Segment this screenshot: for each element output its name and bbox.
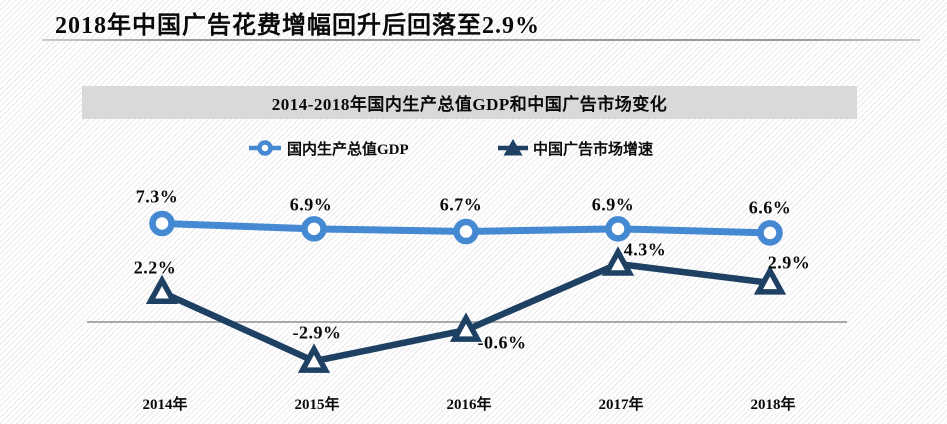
gdp-point-marker (301, 216, 327, 242)
legend-item-ad-market: 中国广告市场增速 (498, 136, 653, 160)
line-circle-icon (249, 140, 281, 156)
ad-market-point-marker (601, 246, 635, 276)
chart-title: 2014-2018年国内生产总值GDP和中国广告市场变化 (82, 86, 857, 119)
ad-market-data-label: -2.9% (292, 322, 342, 343)
x-axis-label: 2017年 (598, 397, 644, 413)
gdp-data-label: 7.3% (135, 186, 179, 207)
legend-label-ad-market: 中国广告市场增速 (533, 141, 654, 158)
ad-market-point-marker (753, 265, 787, 295)
title-divider (42, 39, 920, 41)
ad-market-point-marker (145, 274, 179, 305)
x-axis-label: 2018年 (750, 397, 796, 413)
ad-market-data-label: 4.3% (623, 239, 667, 260)
gdp-point-marker (149, 210, 175, 237)
gdp-data-label: 6.9% (591, 194, 635, 215)
gdp-data-label: 6.9% (289, 194, 333, 215)
ad-market-data-label: 2.2% (133, 257, 177, 278)
gdp-data-label: 6.7% (439, 194, 483, 215)
gdp-point-marker (757, 220, 783, 246)
legend-item-gdp: 国内生产总值GDP (248, 136, 409, 160)
ad-market-point-marker (449, 312, 483, 342)
line-triangle-icon (498, 139, 528, 156)
gdp-point-marker (605, 216, 631, 242)
ad-market-data-label: 2.9% (767, 252, 811, 273)
gdp-data-label: 6.6% (748, 197, 792, 218)
ad-market-data-label: -0.6% (477, 332, 527, 353)
page-title: 2018年中国广告花费增幅回升后回落至2.9% (55, 13, 540, 39)
legend-label-gdp: 国内生产总值GDP (287, 141, 409, 158)
x-axis-label: 2016年 (446, 397, 492, 413)
gdp-point-marker (453, 218, 479, 245)
x-axis-label: 2015年 (294, 397, 340, 413)
x-axis-label: 2014年 (142, 397, 188, 413)
ad-market-point-marker (297, 343, 331, 373)
